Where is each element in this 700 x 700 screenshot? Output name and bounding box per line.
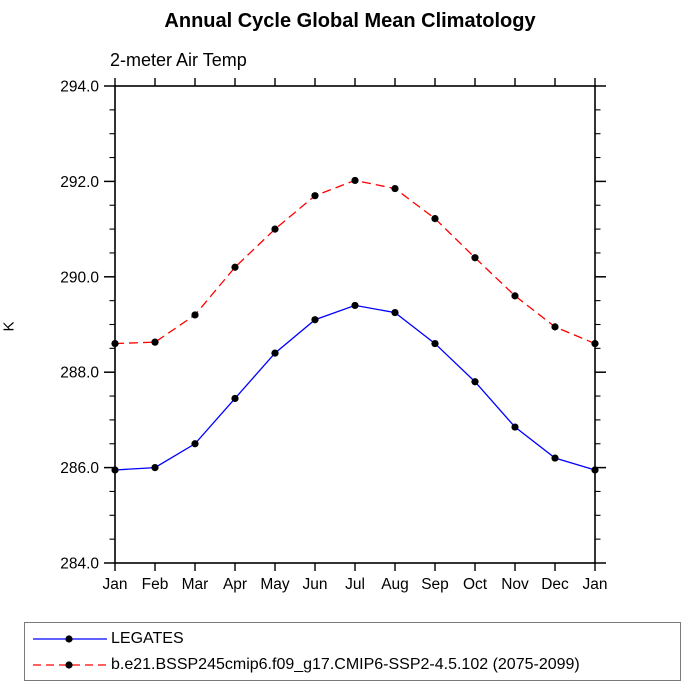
data-point-marker: [231, 263, 239, 271]
data-point-marker: [471, 254, 479, 262]
data-point-marker: [151, 464, 159, 472]
x-tick-label: Jul: [345, 576, 365, 593]
x-tick-label: Mar: [182, 576, 209, 593]
x-tick-label: Nov: [501, 576, 529, 593]
data-point-marker: [111, 339, 119, 348]
legend-item-model: b.e21.BSSP245cmip6.f09_g17.CMIP6-SSP2-4.…: [25, 652, 680, 678]
x-tick-label: Oct: [463, 576, 488, 593]
y-tick-label: 292.0: [60, 174, 99, 191]
data-point-marker: [511, 423, 519, 431]
data-point-marker: [311, 192, 319, 200]
x-tick-label: Feb: [142, 576, 169, 593]
data-point-marker: [191, 311, 199, 319]
x-tick-label: Aug: [381, 576, 409, 593]
data-point-marker: [391, 308, 399, 317]
series-line-0: [114, 304, 596, 471]
data-point-marker: [471, 378, 479, 386]
data-point-marker: [351, 176, 359, 185]
plot-area: Jan Feb Mar Apr May Jun Jul Aug Sep Oct Nov Dec Jan2…: [60, 78, 608, 593]
legend-marker-1: [65, 660, 73, 669]
y-tick-label: 284.0: [60, 556, 99, 573]
data-point-marker: [271, 225, 279, 233]
data-point-marker: [391, 184, 399, 193]
x-tick-label: Apr: [223, 576, 247, 593]
data-point-marker: [591, 339, 599, 348]
data-point-marker: [431, 339, 439, 348]
data-point-marker: [551, 454, 559, 462]
data-point-marker: [431, 215, 439, 223]
legend-solid-line-sample: [33, 634, 107, 643]
y-tick-label: 290.0: [60, 269, 99, 286]
x-tick-label: Dec: [541, 576, 569, 593]
x-tick-label: Jan: [583, 576, 608, 593]
x-tick-label: Sep: [421, 576, 449, 593]
x-tick-label: Jun: [303, 576, 328, 593]
data-point-marker: [551, 323, 559, 331]
legend-item-legates: LEGATES: [25, 626, 680, 652]
legend-box: LEGATES b.e21.BSSP245cmip6.f09_g17.CMIP6…: [24, 622, 681, 681]
data-point-marker: [231, 394, 239, 403]
data-point-marker: [111, 466, 119, 474]
chart-subtitle: 2-meter Air Temp: [110, 50, 247, 70]
data-point-marker: [191, 440, 199, 448]
data-point-marker: [511, 292, 519, 300]
legend-dashed-line-sample: [33, 660, 107, 669]
legend-label-model: b.e21.BSSP245cmip6.f09_g17.CMIP6-SSP2-4.…: [111, 655, 580, 673]
data-point-marker: [591, 466, 599, 474]
legend-label-legates: LEGATES: [111, 629, 184, 647]
y-tick-label: 294.0: [60, 79, 99, 96]
chart-title: Annual Cycle Global Mean Climatology: [164, 10, 536, 32]
x-tick-label: Jan: [103, 576, 128, 593]
data-point-marker: [351, 301, 359, 310]
y-tick-label: 286.0: [60, 460, 99, 477]
data-point-marker: [271, 349, 279, 357]
y-tick-label: 288.0: [60, 365, 99, 382]
x-tick-label: May: [260, 576, 290, 593]
axis-frame: [114, 85, 596, 564]
series-line-1: [114, 179, 596, 345]
legend-marker-0: [65, 634, 73, 643]
data-point-marker: [311, 316, 319, 324]
data-point-marker: [151, 338, 159, 346]
